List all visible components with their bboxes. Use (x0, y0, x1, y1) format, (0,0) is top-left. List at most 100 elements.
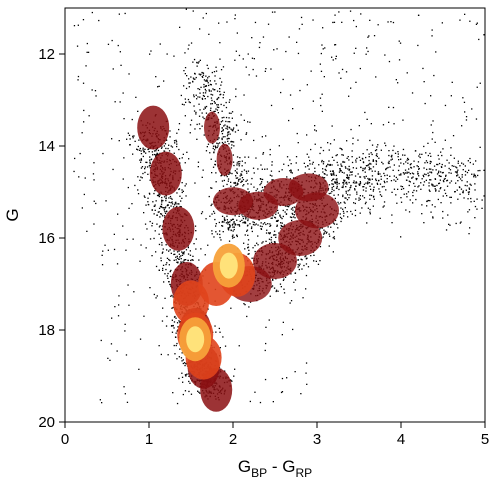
scatter-point (211, 172, 213, 174)
scatter-point (439, 179, 441, 181)
scatter-point (350, 171, 352, 173)
scatter-point (292, 216, 295, 218)
scatter-point (296, 41, 298, 43)
scatter-point (231, 144, 233, 146)
scatter-point (213, 236, 215, 238)
scatter-point (444, 177, 446, 180)
scatter-point (343, 179, 345, 181)
scatter-point (281, 217, 283, 220)
scatter-point (412, 195, 414, 197)
scatter-point (193, 78, 195, 80)
scatter-point (297, 263, 299, 266)
density-cell (216, 143, 233, 176)
scatter-point (441, 172, 444, 174)
scatter-point (436, 163, 438, 166)
scatter-point (319, 246, 322, 248)
scatter-point (297, 169, 299, 171)
scatter-point (171, 201, 173, 203)
scatter-point (247, 234, 249, 236)
scatter-point (186, 75, 188, 77)
scatter-point (214, 110, 216, 112)
scatter-point (210, 103, 212, 105)
scatter-point (380, 149, 382, 151)
scatter-point (421, 153, 423, 155)
scatter-point (190, 76, 192, 78)
scatter-point (178, 356, 180, 358)
scatter-point (418, 185, 420, 187)
scatter-point (248, 306, 250, 308)
scatter-point (293, 206, 295, 208)
scatter-point (286, 205, 288, 207)
scatter-point (431, 138, 433, 140)
scatter-point (446, 159, 448, 161)
scatter-point (162, 264, 165, 266)
scatter-point (369, 167, 371, 170)
scatter-point (475, 160, 477, 162)
scatter-point (251, 57, 254, 59)
scatter-point (266, 229, 268, 231)
scatter-point (237, 224, 239, 226)
scatter-point (232, 128, 234, 131)
x-tick-label: 1 (145, 431, 153, 448)
scatter-point (397, 169, 400, 172)
scatter-point (327, 163, 329, 165)
scatter-point (126, 238, 128, 240)
scatter-point (185, 8, 187, 10)
scatter-point (228, 137, 230, 140)
scatter-point (149, 287, 151, 289)
scatter-point (195, 94, 197, 96)
scatter-point (114, 101, 116, 103)
scatter-point (217, 112, 219, 114)
scatter-point (264, 222, 266, 224)
scatter-point (226, 175, 228, 178)
scatter-point (225, 101, 227, 104)
scatter-point (264, 186, 266, 188)
scatter-point (252, 68, 254, 71)
scatter-point (375, 154, 377, 157)
scatter-point (294, 289, 296, 291)
scatter-point (247, 253, 249, 255)
scatter-point (395, 79, 397, 81)
scatter-point (195, 230, 197, 232)
scatter-point (198, 73, 200, 75)
scatter-point (222, 97, 224, 99)
scatter-point (314, 143, 316, 145)
scatter-point (128, 73, 130, 75)
scatter-point (454, 191, 456, 193)
scatter-point (142, 155, 144, 158)
scatter-point (428, 185, 430, 187)
scatter-point (137, 145, 139, 148)
scatter-point (448, 223, 450, 225)
scatter-point (202, 92, 205, 94)
scatter-point (347, 216, 349, 218)
scatter-point (425, 179, 427, 181)
scatter-point (246, 230, 248, 232)
scatter-point (282, 209, 284, 212)
scatter-point (181, 254, 184, 256)
scatter-point (197, 390, 199, 392)
scatter-point (154, 230, 156, 232)
scatter-point (399, 42, 402, 44)
scatter-point (354, 209, 357, 211)
scatter-point (375, 163, 377, 165)
scatter-point (158, 269, 160, 271)
scatter-point (429, 179, 431, 181)
scatter-point (122, 92, 124, 94)
scatter-point (323, 177, 325, 179)
scatter-point (400, 185, 402, 187)
scatter-point (398, 159, 400, 161)
scatter-point (298, 268, 300, 271)
scatter-point (424, 102, 426, 105)
scatter-point (176, 192, 178, 194)
scatter-point (240, 114, 242, 116)
scatter-point (185, 101, 187, 103)
scatter-point (223, 218, 226, 221)
scatter-point (336, 161, 338, 164)
x-tick-label: 4 (397, 431, 405, 448)
scatter-point (483, 195, 485, 197)
scatter-point (312, 161, 314, 163)
scatter-point (158, 85, 160, 87)
scatter-point (302, 297, 304, 299)
scatter-point (390, 180, 393, 182)
scatter-point (172, 206, 175, 208)
